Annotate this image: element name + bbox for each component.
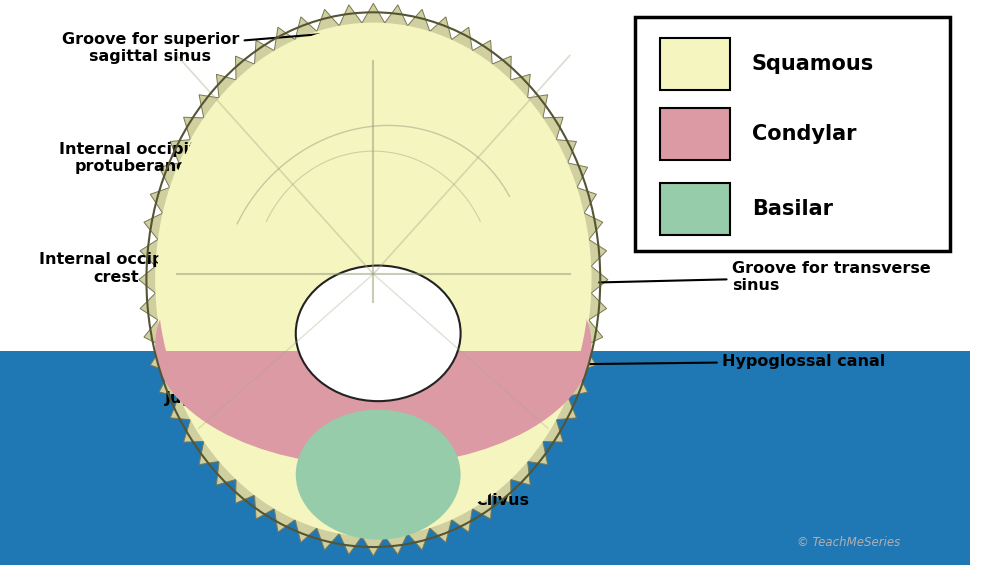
Ellipse shape xyxy=(155,223,591,466)
Text: Groove for superior
sagittal sinus: Groove for superior sagittal sinus xyxy=(62,31,356,64)
Text: Internal occipital
protuberance: Internal occipital protuberance xyxy=(59,142,293,183)
Text: Clivus: Clivus xyxy=(434,478,529,507)
FancyBboxPatch shape xyxy=(660,108,730,160)
FancyBboxPatch shape xyxy=(660,38,730,90)
Text: Jugular notch: Jugular notch xyxy=(165,391,293,406)
Text: Basilar: Basilar xyxy=(752,199,833,219)
Ellipse shape xyxy=(157,25,589,534)
Ellipse shape xyxy=(296,410,461,540)
Ellipse shape xyxy=(155,23,591,537)
Text: Internal occipital
crest: Internal occipital crest xyxy=(39,252,302,285)
Ellipse shape xyxy=(296,266,461,401)
Text: Hypoglossal canal: Hypoglossal canal xyxy=(561,354,886,369)
Text: Squamous: Squamous xyxy=(752,54,874,74)
FancyBboxPatch shape xyxy=(635,17,951,251)
Bar xyxy=(0,351,969,565)
FancyBboxPatch shape xyxy=(660,184,730,235)
Text: Groove for transverse
sinus: Groove for transverse sinus xyxy=(599,260,931,293)
Polygon shape xyxy=(138,3,608,556)
Text: Condylar: Condylar xyxy=(752,124,856,144)
Ellipse shape xyxy=(155,223,591,466)
Text: © TeachMeSeries: © TeachMeSeries xyxy=(796,536,900,549)
